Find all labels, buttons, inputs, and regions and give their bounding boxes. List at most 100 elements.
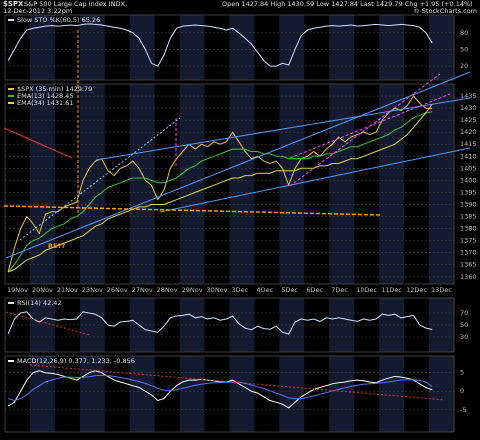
day-band xyxy=(329,84,355,284)
y-tick-label: 1435 xyxy=(460,92,477,100)
day-band xyxy=(79,356,105,432)
day-band xyxy=(129,84,155,284)
y-tick-label: 1360 xyxy=(460,273,477,281)
y-tick-label: 1410 xyxy=(460,152,477,160)
y-tick-label: 1430 xyxy=(460,104,477,112)
y-tick-label: 1380 xyxy=(460,225,477,233)
trendline xyxy=(19,117,181,241)
day-band xyxy=(29,15,55,80)
series-line xyxy=(7,370,433,409)
legend-entry: Slow STO %K(60,5) 65.26 xyxy=(17,16,100,24)
series-line xyxy=(7,311,433,335)
day-band xyxy=(379,84,405,284)
trendline xyxy=(3,127,73,159)
x-tick-label: 30Nov xyxy=(207,286,228,294)
day-band xyxy=(229,15,255,80)
y-tick-label: 30 xyxy=(460,333,468,341)
x-tick-label: 19Nov xyxy=(7,286,28,294)
x-tick-label: 4Dec xyxy=(256,286,273,294)
trendline xyxy=(159,147,471,213)
day-band xyxy=(179,15,205,80)
day-band xyxy=(429,356,454,432)
day-band xyxy=(229,356,255,432)
y-tick-label: 1400 xyxy=(460,176,477,184)
y-tick-label: 1405 xyxy=(460,164,477,172)
credit: © StockCharts.com xyxy=(413,7,477,15)
x-tick-label: 3Dec xyxy=(232,286,249,294)
series-line xyxy=(7,23,433,67)
x-tick-label: 10Dec xyxy=(356,286,377,294)
day-band xyxy=(29,84,55,284)
x-tick-label: 5Dec xyxy=(281,286,298,294)
annotation: RS?? xyxy=(48,242,65,250)
symbol: $SPX xyxy=(3,0,24,8)
day-band xyxy=(279,356,305,432)
x-tick-label: 29Nov xyxy=(182,286,203,294)
legend-entry: MACD(12,26,9) 0.377, 1.233, -0.856 xyxy=(17,357,135,365)
day-band xyxy=(379,15,405,80)
day-band xyxy=(129,15,155,80)
trendline xyxy=(5,311,91,336)
day-band xyxy=(379,298,405,352)
legend-entry: EMA(13) 1428.45 xyxy=(17,92,73,100)
day-band xyxy=(29,356,55,432)
y-tick-label: 1370 xyxy=(460,249,477,257)
y-tick-label: -5 xyxy=(460,406,466,414)
y-tick-label: 1415 xyxy=(460,140,477,148)
day-band xyxy=(179,298,205,352)
x-tick-label: 6Dec xyxy=(306,286,323,294)
y-tick-label: 20 xyxy=(460,62,468,70)
y-tick-label: 50 xyxy=(460,321,468,329)
series-line xyxy=(7,374,433,402)
legend-entry: EMA(34) 1431.61 xyxy=(17,99,73,107)
y-tick-label: 1420 xyxy=(460,128,477,136)
series-line xyxy=(7,95,433,273)
x-tick-label: 23Nov xyxy=(82,286,103,294)
y-tick-label: 1375 xyxy=(460,237,477,245)
x-tick-label: 26Nov xyxy=(107,286,128,294)
x-tick-label: 28Nov xyxy=(157,286,178,294)
day-band xyxy=(229,84,255,284)
day-band xyxy=(79,298,105,352)
y-tick-label: 70 xyxy=(460,309,468,317)
y-tick-label: 1425 xyxy=(460,116,477,124)
trendline xyxy=(289,73,441,187)
day-band xyxy=(279,15,305,80)
y-tick-label: 1365 xyxy=(460,261,477,269)
quote: Open 1427.84 High 1430.59 Low 1427.84 La… xyxy=(222,0,473,8)
panel-frame xyxy=(4,14,455,81)
trendline xyxy=(289,93,451,159)
day-bands xyxy=(29,15,454,432)
y-tick-label: 50 xyxy=(460,45,468,53)
y-tick-label: 1395 xyxy=(460,188,477,196)
day-band xyxy=(79,15,105,80)
date: 12-Dec-2012 3:22pm xyxy=(3,7,72,15)
index-name: S&P 500 Large Cap Index INDX xyxy=(24,0,125,8)
series-line xyxy=(7,111,433,273)
x-tick-label: 7Dec xyxy=(331,286,348,294)
panel-frame xyxy=(4,355,455,433)
y-tick-label: 1385 xyxy=(460,213,477,221)
y-tick-label: 0 xyxy=(460,387,464,395)
day-band xyxy=(79,84,105,284)
y-tick-label: 80 xyxy=(460,29,468,37)
trendline xyxy=(5,71,471,259)
day-band xyxy=(179,84,205,284)
x-tick-label: 21Nov xyxy=(57,286,78,294)
day-band xyxy=(329,356,355,432)
x-tick-label: 27Nov xyxy=(132,286,153,294)
x-tick-label: 20Nov xyxy=(32,286,53,294)
legend-entry: RSI(14) 42.42 xyxy=(17,299,62,307)
day-band xyxy=(179,356,205,432)
trendline xyxy=(29,364,446,401)
trendline xyxy=(3,205,381,216)
legend-entry: $SPX (35 min) 1429.79 xyxy=(17,85,92,93)
x-tick-label: 11Dec xyxy=(381,286,402,294)
y-tick-label: 5 xyxy=(460,369,464,377)
trendlines xyxy=(3,30,471,401)
day-band xyxy=(429,84,454,284)
day-band xyxy=(279,298,305,352)
y-tick-label: 1390 xyxy=(460,200,477,208)
panel-frame xyxy=(4,83,455,285)
